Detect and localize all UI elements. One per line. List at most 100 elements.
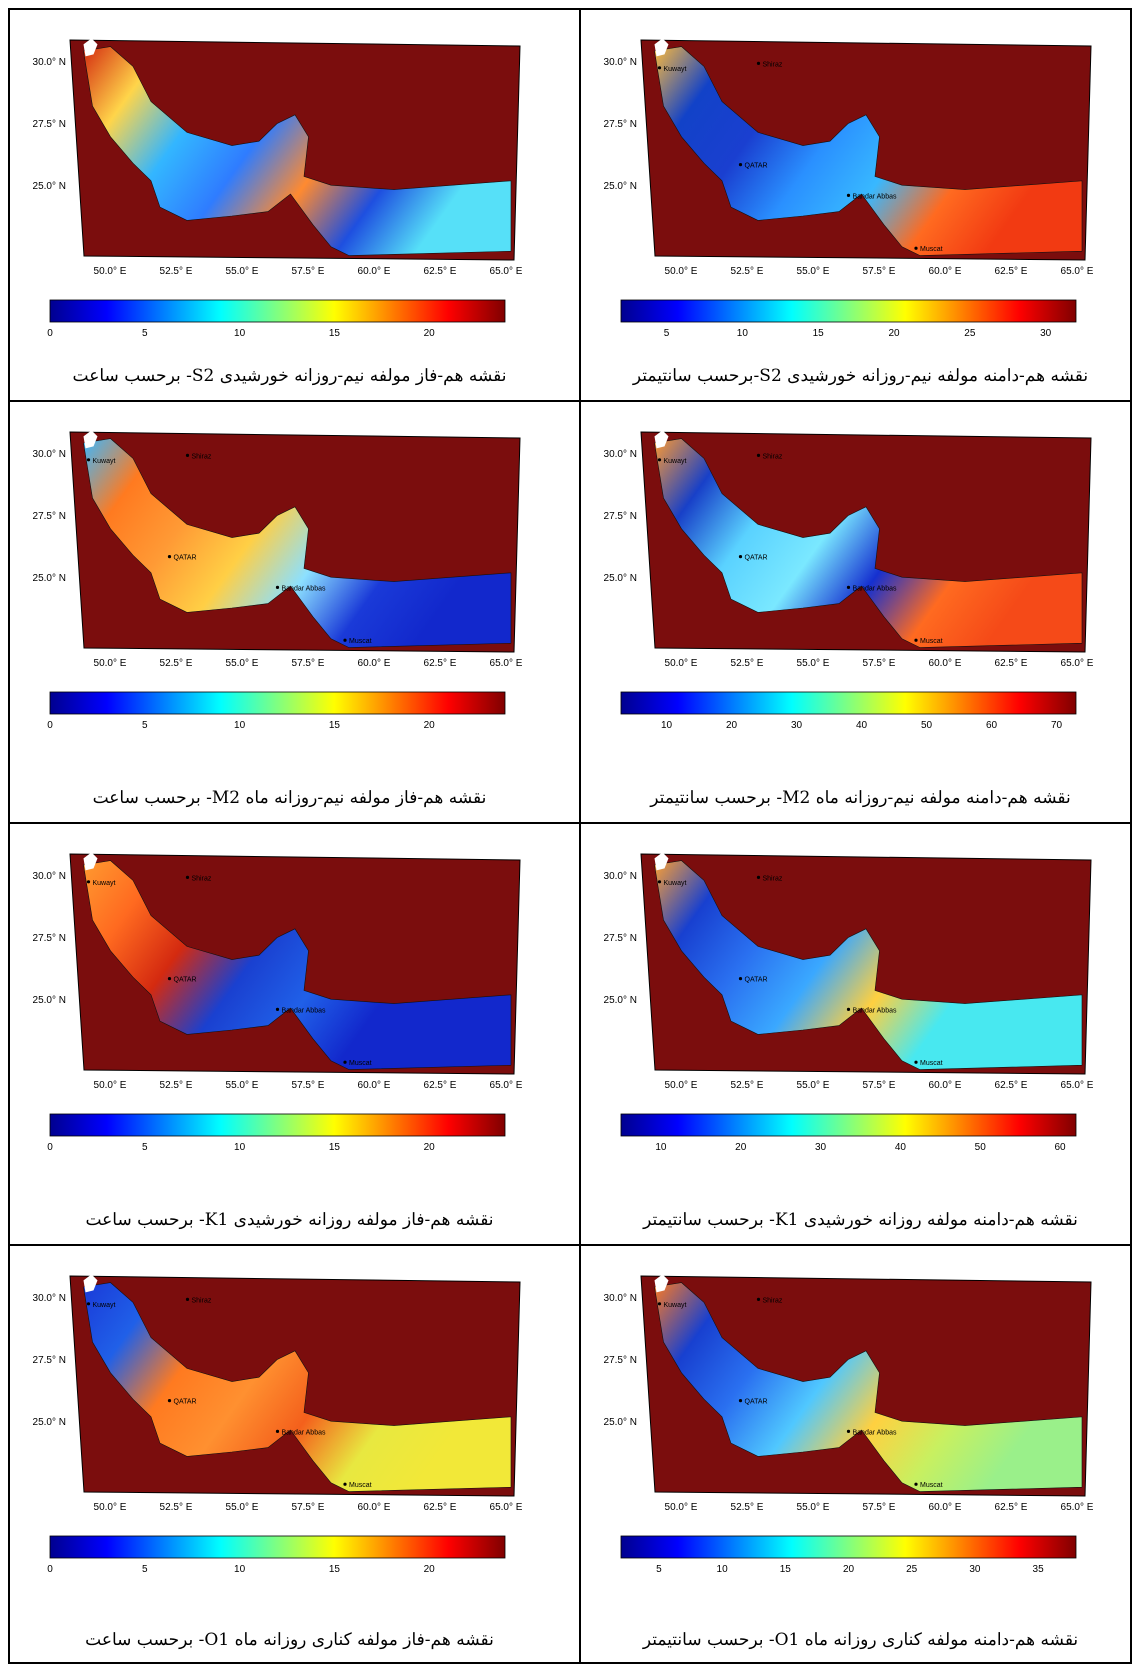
longitude-tick-label: 52.5° E [731,1080,764,1091]
gulf-water-field [83,1282,512,1492]
colorbar-tick-label: 60 [1054,1142,1066,1153]
panel-caption: نقشه هم-دامنه مولفه نیم-روزانه ماه M2- ب… [650,788,1071,808]
colorbar [620,1535,1077,1559]
panel-caption: نقشه هم-دامنه مولفه نیم-روزانه خورشیدی S… [632,366,1089,386]
longitude-tick-label: 60.0° E [358,658,391,669]
coastline-mask [654,1274,669,1293]
colorbar-tick-label: 15 [329,328,341,339]
place-label: QATAR [745,977,768,984]
colorbar-tick-label: 35 [1033,1564,1045,1575]
longitude-tick-label: 57.5° E [292,658,325,669]
longitude-tick-label: 57.5° E [292,1080,325,1091]
longitude-tick-label: 55.0° E [797,1080,830,1091]
place-label: Muscat [920,1482,943,1489]
colorbar-tick-label: 10 [234,1142,246,1153]
colorbar-tick-label: 20 [424,720,436,731]
place-label: QATAR [174,977,197,984]
colorbar [49,299,506,323]
longitude-tick-label: 52.5° E [160,658,193,669]
longitude-tick-label: 55.0° E [226,1080,259,1091]
city-marker [657,66,662,70]
place-label: Muscat [349,1060,372,1067]
city-marker [275,585,280,589]
colorbar-tick-label: 10 [234,720,246,731]
panel-caption: نقشه هم-دامنه مولفه روزانه خورشیدی K1- ب… [643,1210,1078,1230]
colorbar-tick-label: 40 [895,1142,907,1153]
latitude-tick-label: 30.0° N [604,1293,637,1304]
gulf-water-field [654,46,1083,256]
place-label: Kuwayt [664,458,687,465]
latitude-tick-label: 30.0° N [604,871,637,882]
city-marker [167,1399,172,1403]
place-label: Kuwayt [664,880,687,887]
city-marker [756,453,761,457]
longitude-tick-label: 52.5° E [731,658,764,669]
map-panel-k1-amplitude: 30.0° N 27.5° N 25.0° N 50.0° E 52.5° E 55.0°… [581,824,1139,1244]
colorbar [620,691,1077,715]
place-label: Shiraz [192,453,212,460]
longitude-tick-label: 62.5° E [995,1080,1028,1091]
gulf-water-field [83,46,512,256]
place-label: Kuwayt [93,458,116,465]
coastline-mask [83,852,98,871]
gulf-water-field [654,860,1083,1070]
colorbar-tick-label: 15 [780,1564,792,1575]
colorbar-tick-label: 30 [815,1142,827,1153]
latitude-tick-label: 27.5° N [33,511,66,522]
colorbar-tick-label: 5 [142,328,148,339]
map-figure: 30.0° N 27.5° N 25.0° N 50.0° E 52.5° E 55.0°… [33,430,523,731]
longitude-tick-label: 65.0° E [1061,266,1094,277]
latitude-tick-label: 27.5° N [604,1355,637,1366]
longitude-tick-label: 65.0° E [1061,1080,1094,1091]
map-panel-m2-amplitude: 30.0° N 27.5° N 25.0° N 50.0° E 52.5° E 55.0°… [581,402,1139,822]
coastline-mask [654,38,669,57]
longitude-tick-label: 50.0° E [94,1502,127,1513]
colorbar-tick-label: 5 [142,1564,148,1575]
city-marker [846,193,851,197]
map-figure: 30.0° N 27.5° N 25.0° N 50.0° E 52.5° E 55.0°… [604,1274,1094,1575]
place-label: Kuwayt [93,1302,116,1309]
place-label: QATAR [745,1399,768,1406]
place-label: QATAR [174,1399,197,1406]
colorbar-tick-label: 15 [329,720,341,731]
place-label: QATAR [174,555,197,562]
gulf-water-field [654,438,1083,648]
gulf-water-field [83,438,512,648]
city-marker [756,875,761,879]
longitude-tick-label: 50.0° E [665,1502,698,1513]
place-label: Bandar Abbas [853,1007,897,1014]
longitude-tick-label: 62.5° E [424,658,457,669]
city-marker [846,585,851,589]
colorbar-tick-label: 15 [813,328,825,339]
colorbar-tick-label: 5 [664,328,670,339]
latitude-tick-label: 30.0° N [33,871,66,882]
city-marker [86,458,91,462]
map-figure: 30.0° N 27.5° N 25.0° N 50.0° E 52.5° E 55.0°… [33,1274,523,1575]
latitude-tick-label: 25.0° N [604,181,637,192]
colorbar [620,1113,1077,1137]
colorbar-tick-label: 0 [47,1142,53,1153]
place-label: Shiraz [763,875,783,882]
coastline-mask [83,430,98,449]
city-marker [657,880,662,884]
longitude-tick-label: 62.5° E [424,1080,457,1091]
coastline-mask [83,1274,98,1293]
longitude-tick-label: 52.5° E [160,266,193,277]
colorbar-tick-label: 15 [329,1564,341,1575]
colorbar-tick-label: 30 [791,720,803,731]
colorbar-tick-label: 10 [661,720,673,731]
city-marker [738,1399,743,1403]
place-label: QATAR [745,555,768,562]
longitude-tick-label: 52.5° E [731,1502,764,1513]
longitude-tick-label: 60.0° E [358,1080,391,1091]
coastline-mask [654,852,669,871]
latitude-tick-label: 25.0° N [604,573,637,584]
colorbar-tick-label: 50 [975,1142,987,1153]
colorbar-tick-label: 0 [47,328,53,339]
longitude-tick-label: 60.0° E [929,658,962,669]
colorbar-tick-label: 20 [424,1564,436,1575]
panel-caption: نقشه هم-فاز مولفه نیم-روزانه ماه M2- برح… [92,788,487,808]
city-marker [343,638,347,642]
latitude-tick-label: 30.0° N [604,449,637,460]
panel-caption: نقشه هم-فاز مولفه کناری روزانه ماه O1- ب… [85,1630,494,1650]
